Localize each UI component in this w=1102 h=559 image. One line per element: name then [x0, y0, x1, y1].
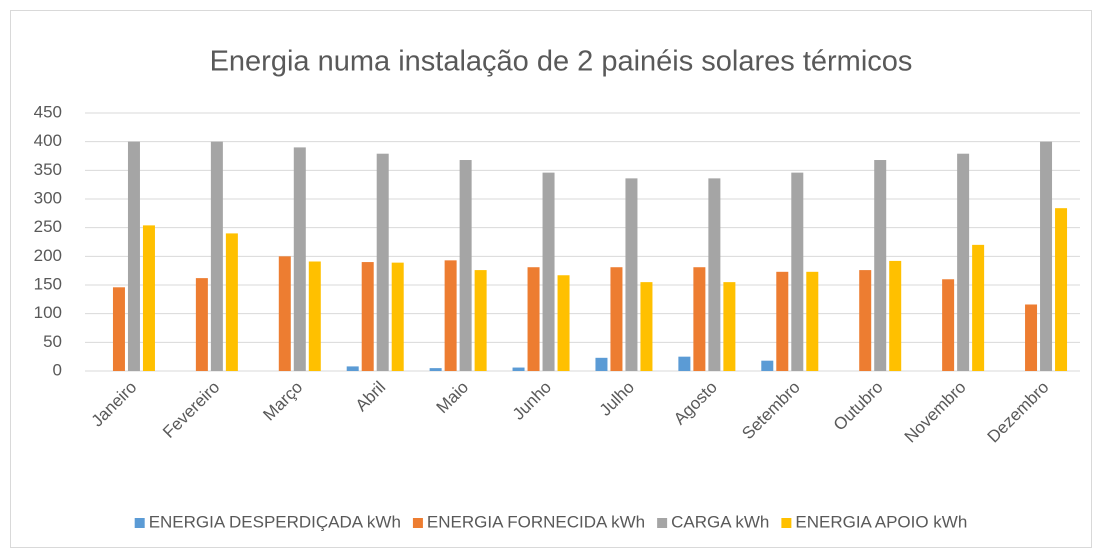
y-tick-label: 0 [53, 360, 62, 379]
bar [361, 262, 374, 371]
y-tick-label: 50 [43, 332, 62, 351]
bar [278, 256, 291, 371]
bar [806, 271, 819, 371]
y-tick-label: 300 [34, 188, 62, 207]
y-tick-label: 250 [34, 217, 62, 236]
bar [293, 147, 306, 371]
legend-label: ENERGIA FORNECIDA kWh [427, 512, 645, 531]
bar [142, 225, 155, 371]
bar [1025, 304, 1038, 371]
bar [225, 233, 238, 371]
bar [391, 262, 404, 371]
legend-label: ENERGIA DESPERDIÇADA kWh [149, 512, 401, 531]
bar [474, 270, 487, 371]
bar [127, 141, 140, 371]
bar [542, 172, 555, 371]
bar [859, 270, 872, 371]
bar [1055, 208, 1068, 371]
bar [761, 360, 774, 371]
bar [874, 160, 887, 371]
bar [376, 153, 389, 371]
bar [972, 244, 985, 371]
y-tick-label: 200 [34, 246, 62, 265]
bar [889, 260, 902, 371]
bar [195, 278, 208, 371]
bar [723, 282, 736, 371]
bar [957, 153, 970, 371]
bar [429, 368, 442, 371]
bar [678, 356, 691, 371]
legend-label: CARGA kWh [671, 512, 769, 531]
bar [595, 357, 608, 371]
legend-swatch [134, 518, 145, 528]
bar [708, 178, 721, 371]
bar [346, 366, 359, 371]
bar [210, 141, 223, 371]
legend-swatch [781, 518, 792, 528]
y-tick-label: 100 [34, 303, 62, 322]
legend-swatch [657, 518, 668, 528]
bar [1040, 141, 1053, 371]
bar [459, 160, 472, 371]
bar [557, 275, 570, 371]
bar [625, 178, 638, 371]
y-tick-label: 450 [34, 102, 62, 121]
chart-title: Energia numa instalação de 2 painéis sol… [210, 46, 913, 78]
y-tick-label: 350 [34, 160, 62, 179]
bar [610, 267, 623, 371]
y-tick-label: 400 [34, 131, 62, 150]
bar [444, 260, 457, 371]
bar [112, 287, 125, 371]
bar [776, 271, 789, 371]
bar [693, 267, 706, 371]
y-tick-label: 150 [34, 274, 62, 293]
bar [527, 267, 540, 371]
bar [942, 279, 955, 371]
bar [512, 367, 525, 371]
legend-label: ENERGIA APOIO kWh [795, 512, 967, 531]
bar [640, 282, 653, 371]
bar [308, 261, 321, 371]
bar [791, 172, 804, 371]
legend-swatch [412, 518, 423, 528]
